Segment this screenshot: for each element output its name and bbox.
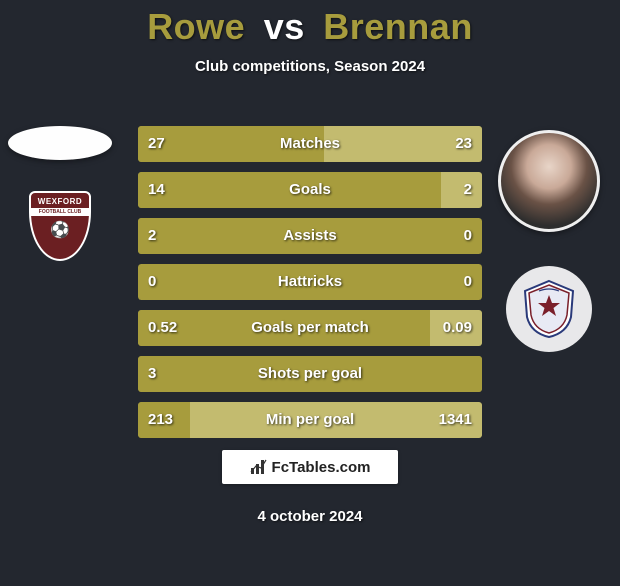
football-icon: ⚽ [50, 220, 70, 240]
stat-row: 00Hattricks [138, 264, 482, 300]
stat-label: Goals per match [138, 310, 482, 346]
bar-chart-icon [250, 458, 268, 476]
player1-club-badge: WEXFORD FOOTBALL CLUB ⚽ [20, 186, 100, 266]
stat-row: 20Assists [138, 218, 482, 254]
stat-label: Matches [138, 126, 482, 162]
comparison-title: Rowe vs Brennan [0, 6, 620, 48]
player2-avatar [498, 130, 600, 232]
player2-club-badge [506, 266, 592, 352]
branding-text: FcTables.com [272, 459, 371, 476]
stats-bars: 2723Matches 142Goals 20Assists 00Hattricks 0… [138, 126, 482, 448]
stat-row: 2723Matches [138, 126, 482, 162]
stat-label: Shots per goal [138, 356, 482, 392]
player1-name: Rowe [147, 6, 245, 47]
drogheda-crest-icon [517, 277, 581, 341]
stat-label: Min per goal [138, 402, 482, 438]
stat-label: Hattricks [138, 264, 482, 300]
player1-avatar [8, 126, 112, 160]
club1-name: WEXFORD [38, 197, 82, 206]
stat-row: 2131341Min per goal [138, 402, 482, 438]
vs-text: vs [264, 6, 305, 47]
branding-badge: FcTables.com [222, 450, 398, 484]
stat-row: 0.520.09Goals per match [138, 310, 482, 346]
stat-row: 3Shots per goal [138, 356, 482, 392]
club1-subtext: FOOTBALL CLUB [31, 208, 89, 216]
subtitle: Club competitions, Season 2024 [0, 58, 620, 75]
stat-row: 142Goals [138, 172, 482, 208]
stat-label: Assists [138, 218, 482, 254]
player2-name: Brennan [323, 6, 473, 47]
date-text: 4 october 2024 [0, 508, 620, 525]
stat-label: Goals [138, 172, 482, 208]
wexford-shield-icon: WEXFORD FOOTBALL CLUB ⚽ [29, 191, 91, 261]
